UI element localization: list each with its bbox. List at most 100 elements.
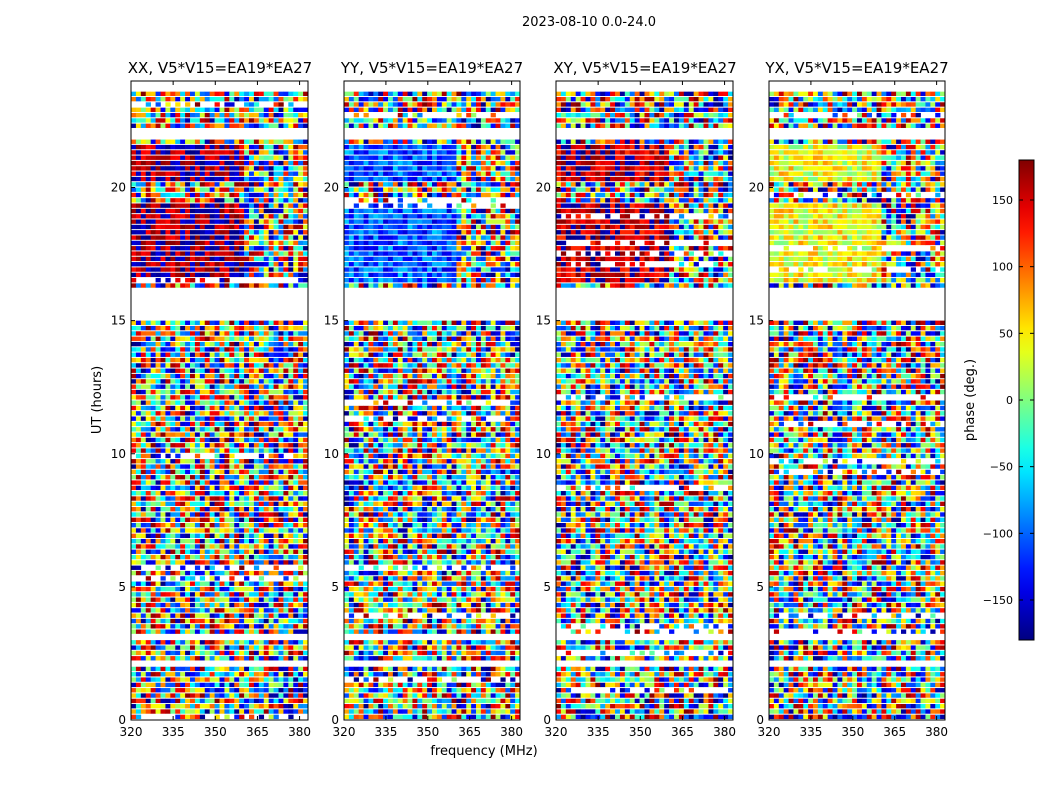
heatmap-cell <box>234 325 240 331</box>
heatmap-cell <box>204 235 210 240</box>
heatmap-cell <box>199 538 206 544</box>
heatmap-cell <box>145 325 151 331</box>
heatmap-cell <box>185 171 191 176</box>
heatmap-cell <box>229 192 235 198</box>
heatmap-cell <box>175 443 181 448</box>
heatmap-cell <box>383 262 389 267</box>
heatmap-cell <box>515 139 521 144</box>
heatmap-cell <box>219 379 225 384</box>
heatmap-cell <box>263 549 269 554</box>
heatmap-cell <box>204 224 210 230</box>
heatmap-cell <box>185 586 191 592</box>
heatmap-cell <box>155 219 161 224</box>
heatmap-cell <box>140 198 147 203</box>
heatmap-cell <box>160 586 166 592</box>
heatmap-cell <box>150 592 156 597</box>
heatmap-cell <box>436 240 443 246</box>
heatmap-cell <box>298 336 304 341</box>
heatmap-cell <box>293 176 299 182</box>
heatmap-cell <box>135 501 142 507</box>
heatmap-cell <box>436 123 443 128</box>
heatmap-cell <box>140 491 147 496</box>
heatmap-cell <box>135 384 142 389</box>
heatmap-cell <box>204 198 210 203</box>
heatmap-cell <box>253 219 260 224</box>
heatmap-cell <box>298 262 304 267</box>
heatmap-cell <box>510 251 516 256</box>
heatmap-cell <box>170 538 176 544</box>
heatmap-cell <box>263 400 269 405</box>
heatmap-cell <box>224 522 230 528</box>
heatmap-cell <box>427 267 433 272</box>
heatmap-cell <box>140 107 147 112</box>
heatmap-cell <box>441 219 447 224</box>
heatmap-cell <box>263 246 269 251</box>
heatmap-cell <box>180 475 186 480</box>
heatmap-cell <box>229 560 235 565</box>
heatmap-cell <box>150 522 156 528</box>
heatmap-cell <box>441 171 447 176</box>
heatmap-cell <box>407 203 413 208</box>
heatmap-cell <box>170 336 176 341</box>
heatmap-cell <box>417 283 423 288</box>
heatmap-cell <box>378 187 384 192</box>
heatmap-cell <box>298 219 304 224</box>
heatmap-cell <box>298 698 304 704</box>
heatmap-cell <box>229 214 235 219</box>
heatmap-cell <box>348 272 355 278</box>
heatmap-cell <box>150 544 156 549</box>
heatmap-cell <box>234 155 240 160</box>
heatmap-cell <box>165 160 171 166</box>
heatmap-cell <box>229 522 235 528</box>
heatmap-cell <box>190 485 196 491</box>
heatmap-cell <box>258 171 265 176</box>
heatmap-cell <box>199 485 206 491</box>
heatmap-cell <box>348 235 355 240</box>
heatmap-cell <box>293 91 299 97</box>
heatmap-cell <box>224 262 230 267</box>
heatmap-cell <box>214 363 220 368</box>
heatmap-cell <box>293 352 299 357</box>
heatmap-cell <box>155 357 161 363</box>
heatmap-cell <box>283 517 289 523</box>
heatmap-cell <box>263 501 269 507</box>
heatmap-cell <box>466 262 472 267</box>
heatmap-cell <box>199 336 206 341</box>
heatmap-cell <box>194 224 201 230</box>
heatmap-cell <box>175 714 181 720</box>
heatmap-cell <box>150 171 156 176</box>
heatmap-cell <box>495 155 501 160</box>
heatmap-cell <box>273 459 279 464</box>
heatmap-cell <box>135 150 142 155</box>
heatmap-cell <box>293 512 299 517</box>
heatmap-cell <box>495 240 501 246</box>
heatmap-cell <box>219 538 225 544</box>
heatmap-cell <box>190 118 196 123</box>
heatmap-cell <box>135 491 142 496</box>
heatmap-cell <box>368 256 374 262</box>
heatmap-cell <box>273 192 279 198</box>
heatmap-cell <box>500 176 506 182</box>
heatmap-cell <box>190 336 196 341</box>
heatmap-cell <box>278 384 284 389</box>
heatmap-cell <box>288 650 294 656</box>
heatmap-cell <box>239 538 245 544</box>
heatmap-cell <box>234 586 240 592</box>
heatmap-cell <box>180 331 186 336</box>
heatmap-cell <box>180 448 186 453</box>
heatmap-cell <box>244 187 250 192</box>
heatmap-cell <box>368 166 374 171</box>
heatmap-cell <box>155 629 161 634</box>
heatmap-cell <box>175 91 181 97</box>
heatmap-cell <box>273 405 279 411</box>
heatmap-cell <box>278 224 284 230</box>
heatmap-cell <box>165 246 171 251</box>
heatmap-cell <box>165 570 171 576</box>
heatmap-cell <box>268 411 274 416</box>
heatmap-cell <box>471 278 477 283</box>
heatmap-cell <box>485 118 491 123</box>
heatmap-cell <box>185 581 191 586</box>
heatmap-cell <box>249 602 255 608</box>
heatmap-cell <box>293 107 299 112</box>
heatmap-cell <box>441 144 447 150</box>
